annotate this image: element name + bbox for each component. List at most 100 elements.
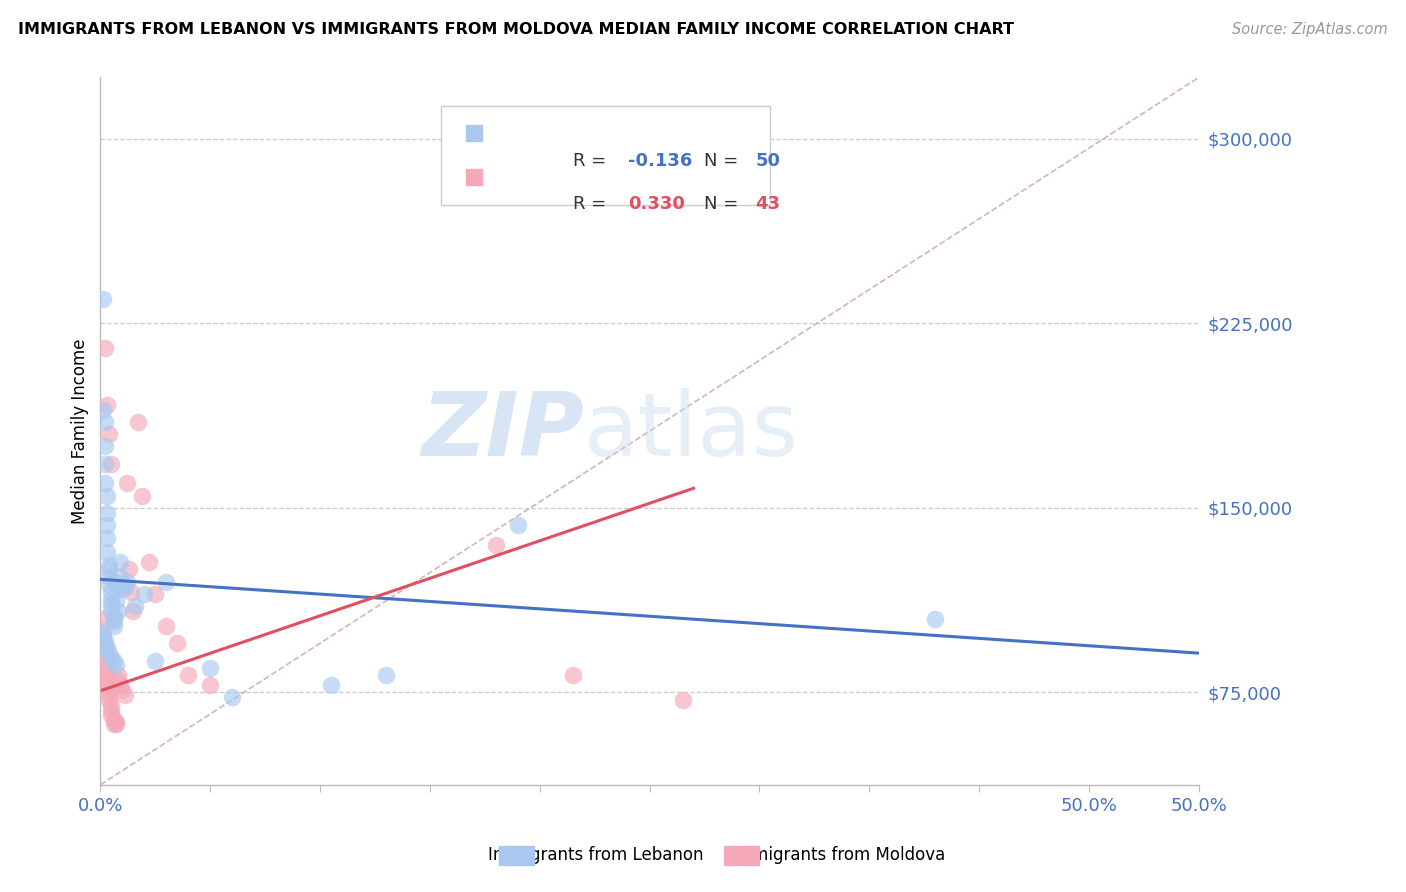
Point bbox=[114, 580, 136, 594]
Point bbox=[93, 476, 115, 491]
Point bbox=[506, 518, 529, 533]
Point bbox=[91, 402, 114, 417]
Point bbox=[93, 440, 115, 454]
Point bbox=[100, 457, 122, 471]
Point bbox=[561, 668, 583, 682]
Point bbox=[122, 604, 145, 618]
Point bbox=[924, 612, 946, 626]
Point bbox=[96, 489, 118, 503]
Point bbox=[107, 668, 129, 682]
Point bbox=[96, 531, 118, 545]
Point bbox=[131, 489, 153, 503]
Point bbox=[115, 476, 138, 491]
Point bbox=[93, 457, 115, 471]
Point bbox=[91, 612, 114, 626]
Point bbox=[100, 698, 122, 712]
Point bbox=[103, 653, 125, 667]
Point bbox=[103, 713, 125, 727]
Point bbox=[98, 577, 121, 591]
Y-axis label: Median Family Income: Median Family Income bbox=[72, 338, 89, 524]
Point bbox=[100, 604, 122, 618]
Point bbox=[98, 688, 121, 702]
Point bbox=[98, 693, 121, 707]
Point bbox=[93, 639, 115, 653]
Text: 0.330: 0.330 bbox=[628, 194, 685, 213]
Point bbox=[103, 717, 125, 731]
Point bbox=[104, 594, 127, 608]
Point bbox=[107, 604, 129, 618]
Point bbox=[103, 609, 125, 624]
Text: N =: N = bbox=[704, 153, 744, 170]
Point bbox=[111, 582, 134, 597]
Point bbox=[91, 624, 114, 638]
Point bbox=[96, 673, 118, 688]
Point bbox=[124, 599, 146, 614]
Point bbox=[96, 668, 118, 682]
Point bbox=[100, 597, 122, 611]
Point bbox=[93, 415, 115, 429]
Point bbox=[93, 643, 115, 657]
Text: IMMIGRANTS FROM LEBANON VS IMMIGRANTS FROM MOLDOVA MEDIAN FAMILY INCOME CORRELAT: IMMIGRANTS FROM LEBANON VS IMMIGRANTS FR… bbox=[18, 22, 1014, 37]
Text: 50: 50 bbox=[755, 153, 780, 170]
Bar bbox=[441, 106, 770, 205]
Point bbox=[143, 653, 166, 667]
Point bbox=[114, 688, 136, 702]
Point bbox=[96, 506, 118, 520]
Point bbox=[120, 584, 142, 599]
Point bbox=[100, 651, 122, 665]
Point bbox=[96, 641, 118, 656]
Text: Immigrants from Lebanon: Immigrants from Lebanon bbox=[488, 846, 703, 863]
Point bbox=[93, 661, 115, 675]
Point bbox=[91, 629, 114, 643]
Point bbox=[103, 619, 125, 633]
Point bbox=[96, 678, 118, 692]
Point bbox=[221, 690, 243, 705]
Point bbox=[98, 427, 121, 442]
Point bbox=[98, 562, 121, 576]
Point bbox=[837, 870, 859, 884]
Text: 43: 43 bbox=[755, 194, 780, 213]
Point bbox=[319, 678, 342, 692]
Point bbox=[96, 518, 118, 533]
Point bbox=[198, 678, 221, 692]
Text: Immigrants from Moldova: Immigrants from Moldova bbox=[731, 846, 945, 863]
Point bbox=[108, 555, 131, 569]
Point bbox=[104, 658, 127, 673]
Point bbox=[107, 580, 129, 594]
Point bbox=[104, 717, 127, 731]
Point bbox=[837, 870, 859, 884]
Point bbox=[134, 587, 156, 601]
Point bbox=[485, 538, 508, 552]
Text: -0.136: -0.136 bbox=[628, 153, 692, 170]
Point bbox=[115, 574, 138, 589]
Point bbox=[155, 619, 177, 633]
Point bbox=[198, 661, 221, 675]
Point bbox=[104, 574, 127, 589]
Text: R =: R = bbox=[574, 194, 613, 213]
Point bbox=[96, 398, 118, 412]
Point bbox=[143, 587, 166, 601]
Point bbox=[98, 570, 121, 584]
Point bbox=[100, 592, 122, 607]
Point bbox=[138, 555, 160, 569]
Text: Source: ZipAtlas.com: Source: ZipAtlas.com bbox=[1232, 22, 1388, 37]
Point bbox=[374, 668, 396, 682]
Point bbox=[100, 707, 122, 722]
Point bbox=[177, 668, 200, 682]
Point bbox=[100, 584, 122, 599]
Point bbox=[96, 545, 118, 559]
Point bbox=[103, 614, 125, 628]
Point bbox=[108, 570, 131, 584]
Point bbox=[108, 678, 131, 692]
Point bbox=[671, 693, 693, 707]
Point bbox=[91, 629, 114, 643]
Point bbox=[98, 683, 121, 698]
Text: atlas: atlas bbox=[583, 388, 799, 475]
Point bbox=[91, 292, 114, 306]
Point bbox=[98, 646, 121, 660]
Point bbox=[118, 562, 141, 576]
Point bbox=[166, 636, 188, 650]
Point bbox=[103, 612, 125, 626]
Point bbox=[107, 673, 129, 688]
Point bbox=[104, 714, 127, 729]
